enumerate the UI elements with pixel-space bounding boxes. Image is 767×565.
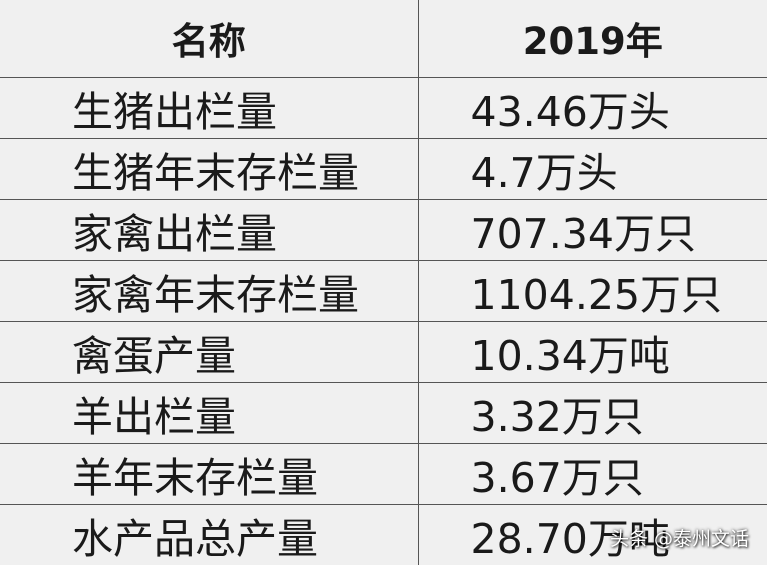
table-row: 家禽年末存栏量 1104.25万只 [0, 259, 767, 322]
row-name: 羊年末存栏量 [0, 442, 419, 505]
row-value: 3.32万只 [417, 381, 767, 444]
table-row: 水产品总产量 28.70万吨 [0, 503, 767, 565]
row-name: 生猪出栏量 [0, 76, 419, 139]
header-name: 名称 [0, 0, 419, 78]
source-watermark: 头条 @泰州文话 [609, 528, 749, 550]
table-header-row: 名称 2019年 [0, 0, 767, 78]
row-name: 水产品总产量 [0, 503, 419, 565]
row-value: 707.34万只 [417, 198, 767, 261]
row-name: 家禽年末存栏量 [0, 259, 419, 322]
row-name: 生猪年末存栏量 [0, 137, 419, 200]
row-value: 28.70万吨 [417, 503, 767, 565]
header-year: 2019年 [417, 0, 767, 78]
row-name: 禽蛋产量 [0, 320, 419, 383]
table-row: 禽蛋产量 10.34万吨 [0, 320, 767, 383]
table-row: 羊出栏量 3.32万只 [0, 381, 767, 444]
row-value: 3.67万只 [417, 442, 767, 505]
row-value: 43.46万头 [417, 76, 767, 139]
table-row: 生猪年末存栏量 4.7万头 [0, 137, 767, 200]
table-row: 家禽出栏量 707.34万只 [0, 198, 767, 261]
row-name: 家禽出栏量 [0, 198, 419, 261]
table-row: 羊年末存栏量 3.67万只 [0, 442, 767, 505]
row-name: 羊出栏量 [0, 381, 419, 444]
table-row: 生猪出栏量 43.46万头 [0, 76, 767, 139]
row-value: 10.34万吨 [417, 320, 767, 383]
row-value: 4.7万头 [417, 137, 767, 200]
row-value: 1104.25万只 [417, 259, 767, 322]
